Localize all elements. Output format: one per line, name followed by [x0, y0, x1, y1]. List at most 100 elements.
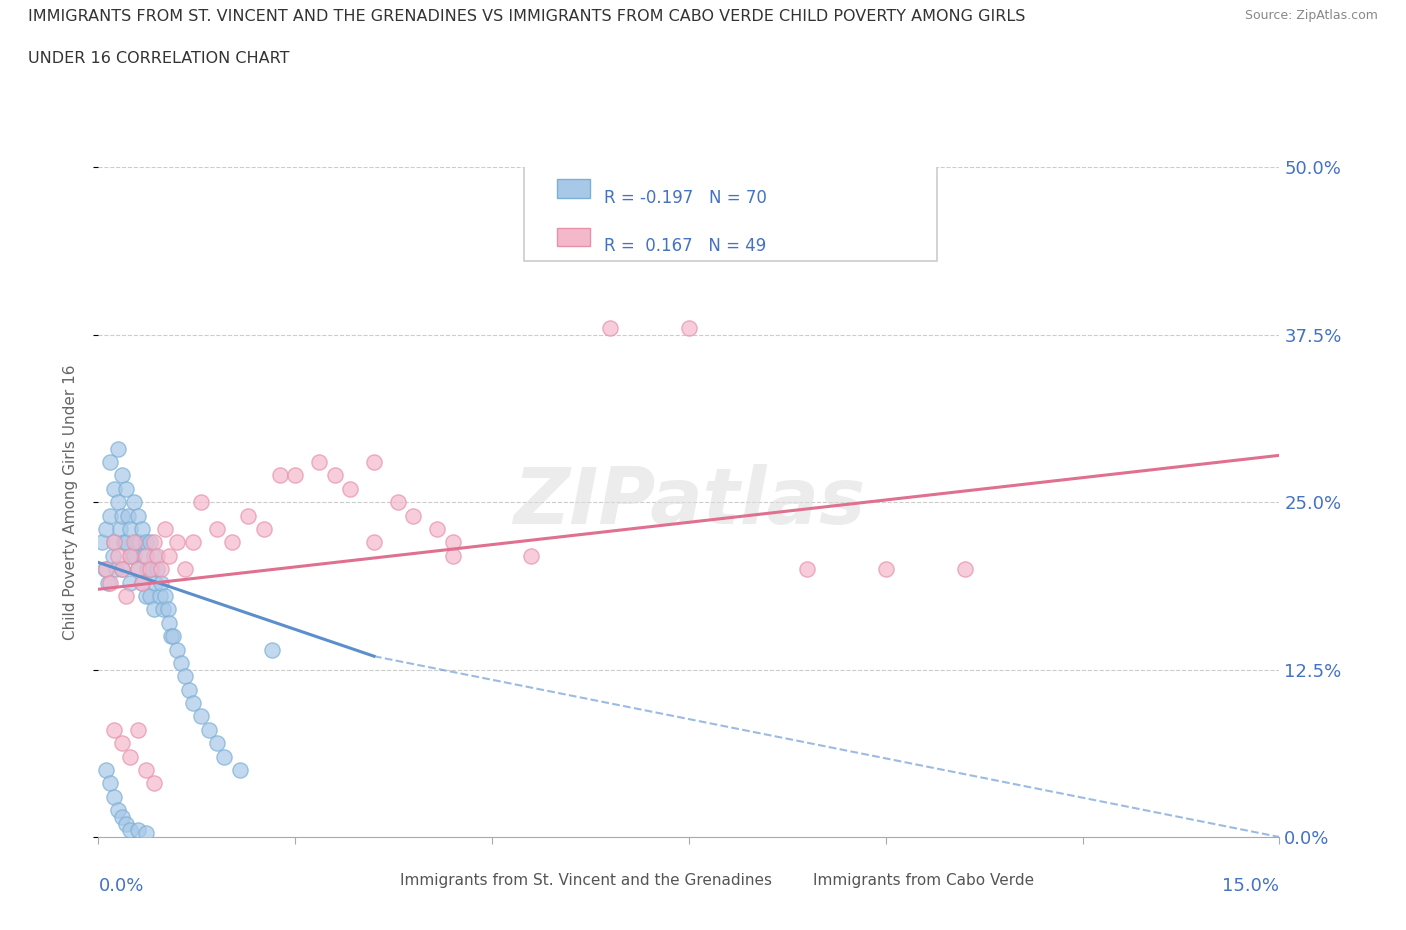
- FancyBboxPatch shape: [557, 228, 589, 246]
- Text: Immigrants from St. Vincent and the Grenadines: Immigrants from St. Vincent and the Gren…: [399, 873, 772, 888]
- FancyBboxPatch shape: [359, 865, 384, 891]
- Point: [122, 535, 145, 550]
- Point: [135, 763, 157, 777]
- Point: [115, 535, 138, 550]
- Text: R =  0.167   N = 49: R = 0.167 N = 49: [605, 237, 766, 255]
- Point: [323, 468, 346, 483]
- Point: [118, 575, 141, 590]
- Text: Immigrants from Cabo Verde: Immigrants from Cabo Verde: [813, 873, 1033, 888]
- Point: [308, 455, 330, 470]
- Point: [125, 535, 148, 550]
- Point: [387, 495, 409, 510]
- Point: [953, 562, 976, 577]
- Point: [138, 535, 160, 550]
- Point: [111, 562, 134, 577]
- Point: [98, 575, 121, 590]
- Point: [98, 508, 121, 523]
- Point: [260, 642, 283, 657]
- Point: [190, 495, 212, 510]
- Point: [269, 468, 291, 483]
- Point: [111, 508, 134, 523]
- Point: [97, 575, 120, 590]
- Point: [135, 826, 157, 841]
- Point: [426, 522, 449, 537]
- Point: [121, 549, 143, 564]
- Point: [103, 535, 125, 550]
- Point: [796, 562, 818, 577]
- Point: [111, 562, 134, 577]
- Point: [107, 549, 129, 564]
- Text: 0.0%: 0.0%: [98, 877, 143, 896]
- Point: [155, 589, 177, 604]
- Point: [104, 562, 127, 577]
- Point: [363, 455, 385, 470]
- Point: [135, 535, 157, 550]
- Point: [118, 750, 141, 764]
- Point: [118, 549, 141, 564]
- Point: [170, 656, 193, 671]
- Text: IMMIGRANTS FROM ST. VINCENT AND THE GRENADINES VS IMMIGRANTS FROM CABO VERDE CHI: IMMIGRANTS FROM ST. VINCENT AND THE GREN…: [28, 9, 1025, 24]
- Point: [91, 535, 114, 550]
- Point: [118, 823, 141, 838]
- Point: [166, 642, 188, 657]
- Point: [146, 549, 169, 564]
- Point: [131, 575, 153, 590]
- Point: [111, 809, 134, 824]
- Point: [441, 535, 464, 550]
- Point: [174, 562, 197, 577]
- Point: [98, 455, 121, 470]
- Point: [127, 562, 149, 577]
- Point: [111, 468, 134, 483]
- Point: [127, 562, 149, 577]
- Point: [150, 575, 173, 590]
- Point: [141, 562, 163, 577]
- Point: [127, 823, 149, 838]
- Y-axis label: Child Poverty Among Girls Under 16: Child Poverty Among Girls Under 16: [63, 365, 77, 640]
- Point: [107, 441, 129, 456]
- Point: [181, 535, 204, 550]
- Point: [162, 629, 184, 644]
- Point: [132, 549, 155, 564]
- Point: [115, 482, 138, 497]
- Point: [138, 562, 160, 577]
- Point: [157, 549, 180, 564]
- Text: R = -0.197   N = 70: R = -0.197 N = 70: [605, 189, 766, 206]
- Point: [214, 750, 236, 764]
- Point: [155, 522, 177, 537]
- Point: [96, 763, 118, 777]
- Point: [149, 589, 172, 604]
- Point: [363, 535, 385, 550]
- Point: [128, 535, 150, 550]
- Point: [127, 508, 149, 523]
- Point: [112, 535, 135, 550]
- Point: [284, 468, 307, 483]
- Point: [205, 522, 228, 537]
- Point: [599, 321, 621, 336]
- Point: [146, 562, 169, 577]
- Point: [152, 602, 174, 617]
- Point: [156, 602, 179, 617]
- Point: [520, 549, 543, 564]
- Point: [166, 535, 188, 550]
- Point: [142, 535, 165, 550]
- Point: [221, 535, 243, 550]
- Point: [678, 321, 700, 336]
- Point: [339, 482, 361, 497]
- Point: [174, 669, 197, 684]
- Point: [135, 589, 157, 604]
- Point: [197, 723, 219, 737]
- Point: [107, 803, 129, 817]
- Point: [138, 589, 160, 604]
- Point: [110, 522, 132, 537]
- Point: [118, 522, 141, 537]
- Point: [115, 589, 138, 604]
- Point: [190, 709, 212, 724]
- Point: [96, 522, 118, 537]
- Point: [101, 549, 124, 564]
- Point: [111, 736, 134, 751]
- Point: [253, 522, 276, 537]
- Point: [122, 549, 145, 564]
- Point: [135, 549, 157, 564]
- Point: [136, 562, 159, 577]
- Point: [142, 549, 165, 564]
